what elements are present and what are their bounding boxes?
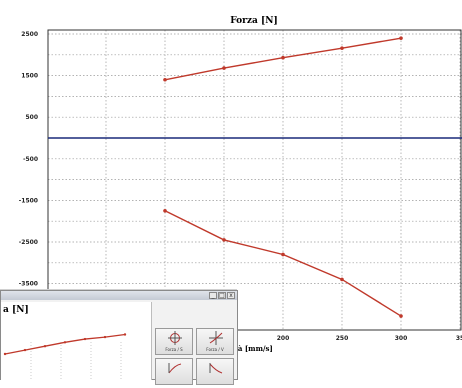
x-tick-label: 300 [395, 335, 408, 342]
tool-force-velocity-button[interactable]: Forza / V [196, 328, 234, 355]
data-point [163, 209, 167, 213]
window-titlebar[interactable]: _ □ x [1, 291, 237, 300]
chart-labels: 2500 1500 500 -500 -1500 -2500 -3500 200 250 300 3… [19, 31, 462, 342]
mini-series-line [4, 333, 126, 355]
x-axis-label: ità [mm/s] [232, 344, 273, 353]
data-point [222, 238, 226, 242]
data-point [340, 46, 344, 50]
curve-icon [168, 363, 182, 374]
data-point [222, 66, 226, 70]
tool-palette: Forza / S Forza / V [155, 328, 235, 388]
chart-series [163, 36, 403, 318]
data-point [281, 55, 285, 60]
curve-icon [209, 363, 223, 374]
x-tick-label: 35 [456, 335, 462, 342]
data-point [399, 314, 403, 318]
mini-data-point [43, 345, 47, 348]
mini-data-point [83, 337, 87, 341]
data-point [399, 36, 403, 40]
tool-button[interactable] [155, 358, 193, 385]
tool-force-stroke-button[interactable]: Forza / S [155, 328, 193, 355]
mini-data-point [3, 352, 7, 356]
mini-data-point [103, 335, 107, 339]
mini-data-point [63, 341, 67, 344]
y-tick-label: -3500 [19, 281, 38, 288]
plot-frame [47, 29, 462, 331]
tool-button[interactable] [196, 358, 234, 385]
tool-label: Forza / V [206, 347, 224, 352]
mini-data-point [23, 348, 27, 352]
y-tick-label: -1500 [19, 197, 38, 204]
y-tick-label: 2500 [21, 31, 38, 38]
mini-chart [3, 333, 127, 380]
data-point [163, 77, 167, 82]
x-tick-label: 250 [336, 335, 349, 342]
crosshair-icon [168, 331, 182, 345]
mini-data-point [123, 333, 127, 336]
minimize-button[interactable]: _ [209, 292, 217, 299]
y-tick-label: 1500 [21, 73, 38, 80]
maximize-button[interactable]: □ [218, 292, 226, 299]
y-tick-label: -500 [23, 156, 38, 163]
y-tick-label: 500 [25, 114, 38, 121]
mini-chart-title: a [N] [3, 305, 29, 315]
chart-axes [47, 29, 462, 331]
data-point [281, 252, 285, 257]
chart-title: Forza [N] [230, 16, 277, 26]
tool-label: Forza / S [165, 347, 183, 352]
y-tick-label: -2500 [19, 239, 38, 246]
crosshair-curve-icon [209, 331, 223, 345]
close-button[interactable]: x [227, 292, 235, 299]
chart-grid [48, 30, 462, 330]
x-tick-label: 200 [277, 335, 290, 342]
data-point [340, 277, 344, 282]
mini-plot: a [N] [1, 302, 152, 380]
